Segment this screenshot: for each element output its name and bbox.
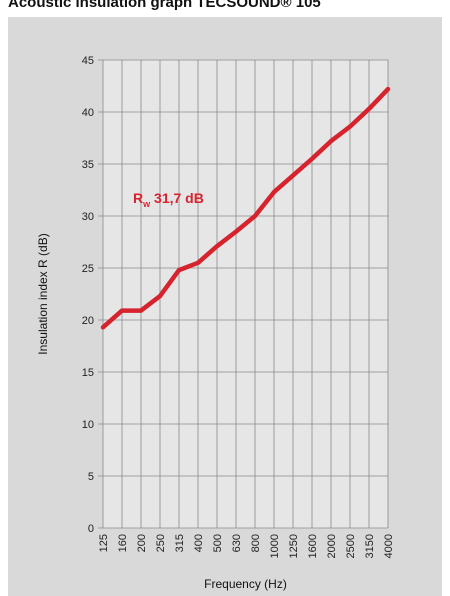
rw-annotation-main: R [133, 190, 143, 206]
y-tick-label: 5 [88, 471, 94, 483]
data-point [272, 190, 276, 195]
x-tick-label: 125 [98, 534, 110, 552]
x-tick-label: 1600 [307, 534, 319, 558]
y-axis-label: Insulation index R (dB) [36, 233, 50, 354]
data-point [215, 244, 219, 249]
data-point [367, 106, 371, 111]
y-tick-label: 10 [82, 419, 94, 431]
chart-title: Acoustic insulation graph TECSOUND® 105 [8, 0, 321, 11]
x-tick-label: 315 [174, 534, 186, 552]
x-tick-label: 1000 [269, 534, 281, 558]
data-point [158, 294, 162, 299]
x-tick-label: 250 [155, 534, 167, 552]
x-tick-label: 4000 [383, 534, 395, 558]
y-tick-label: 30 [82, 211, 94, 223]
data-point [253, 214, 257, 218]
x-tick-label: 2000 [326, 534, 338, 558]
plot-area [103, 60, 388, 528]
x-tick-labels: 125 160 200 250 315 400 500 630 800 1000 1250 1600 2… [98, 534, 395, 558]
series-layer [100, 86, 391, 330]
x-tick-label: 400 [193, 534, 205, 552]
data-point [196, 260, 200, 265]
x-tick-label: 200 [136, 534, 148, 552]
data-point [234, 229, 238, 234]
y-tick-label: 0 [88, 523, 94, 535]
chart-panel: 0 5 10 15 20 25 30 35 40 45 125 160 200 250 315 400 500… [8, 17, 442, 596]
y-tick-label: 25 [82, 263, 94, 275]
y-tick-label: 45 [82, 55, 94, 67]
x-tick-label: 800 [250, 534, 262, 552]
x-tick-label: 160 [117, 534, 129, 552]
data-point [291, 173, 295, 178]
data-point [348, 124, 352, 129]
line-chart: 0 5 10 15 20 25 30 35 40 45 125 160 200 250 315 400 500… [36, 55, 395, 591]
data-point [139, 308, 143, 313]
data-point [120, 308, 124, 313]
y-tick-label: 15 [82, 367, 94, 379]
data-point [386, 87, 390, 92]
y-tick-label: 35 [82, 159, 94, 171]
x-tick-label: 630 [231, 534, 243, 552]
series-line [100, 86, 391, 330]
y-tick-label: 20 [82, 315, 94, 327]
grid [98, 59, 389, 529]
rw-annotation: Rw 31,7 dB [133, 190, 204, 209]
data-point [310, 156, 314, 161]
rw-annotation-sub: w [142, 199, 151, 209]
rw-annotation-value: 31,7 dB [150, 190, 204, 206]
y-tick-label: 40 [82, 107, 94, 119]
data-point [177, 268, 181, 273]
data-point [329, 139, 333, 144]
x-axis-label: Frequency (Hz) [204, 577, 287, 591]
x-tick-label: 3150 [364, 534, 376, 558]
x-tick-label: 1250 [288, 534, 300, 558]
x-tick-label: 500 [212, 534, 224, 552]
x-tick-label: 2500 [345, 534, 357, 558]
data-point [101, 325, 105, 330]
y-tick-labels: 0 5 10 15 20 25 30 35 40 45 [82, 55, 94, 535]
